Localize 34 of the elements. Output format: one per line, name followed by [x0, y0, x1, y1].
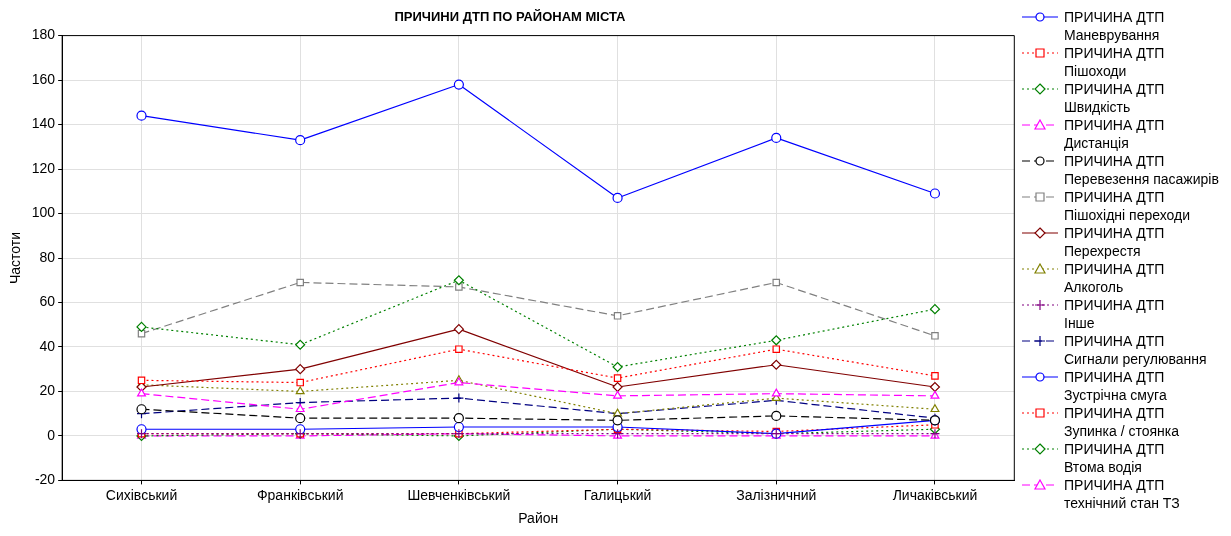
x-tick-label: Залізничний	[736, 486, 817, 503]
legend-label: ПРИЧИНА ДТП Швидкість	[1063, 80, 1166, 116]
legend-label: ПРИЧИНА ДТП технічний стан ТЗ	[1063, 476, 1181, 512]
y-tick-label: 140	[31, 115, 56, 132]
chart-title: ПРИЧИНИ ДТП ПО РАЙОНАМ МІСТА	[394, 9, 627, 25]
x-tick-label: Сихівський	[105, 486, 178, 503]
y-tick-label: 20	[39, 382, 56, 399]
legend-label: ПРИЧИНА ДТП Зупинка / стоянка	[1063, 404, 1181, 440]
legend-label: ПРИЧИНА ДТП Втома водія	[1063, 440, 1166, 476]
legend-label: ПРИЧИНА ДТП Пішоходи	[1063, 44, 1166, 80]
y-tick-label: 120	[31, 159, 56, 176]
legend-label: ПРИЧИНА ДТП Зустрічна смуга	[1063, 368, 1168, 404]
x-tick-label: Франківський	[256, 486, 344, 503]
legend-label: ПРИЧИНА ДТП Перевезення пасажирів	[1063, 152, 1220, 188]
y-tick-label: 0	[47, 426, 56, 443]
legend-label: ПРИЧИНА ДТП Пішохідні переходи	[1063, 188, 1191, 224]
y-tick-label: 40	[39, 337, 56, 354]
y-tick-label: 180	[31, 26, 56, 43]
legend-label: ПРИЧИНА ДТП Перехрестя	[1063, 224, 1166, 260]
x-tick-label: Шевченківський	[407, 486, 511, 503]
y-tick-label: 160	[31, 70, 56, 87]
x-tick-label: Галицький	[583, 486, 652, 503]
y-axis-title: Частоти	[7, 231, 24, 285]
x-tick-label: Личаківський	[892, 486, 978, 503]
legend-label: ПРИЧИНА ДТП Сигнали регулювання	[1063, 332, 1208, 368]
y-tick-label: 80	[39, 248, 56, 265]
y-tick-label: 100	[31, 204, 56, 221]
legend-label: ПРИЧИНА ДТП Інше	[1063, 296, 1166, 332]
y-tick-label: 60	[39, 293, 56, 310]
x-axis-title: Район	[518, 510, 559, 527]
y-tick-label: -20	[34, 471, 56, 488]
legend-label: ПРИЧИНА ДТП Дистанція	[1063, 116, 1166, 152]
legend-label: ПРИЧИНА ДТП Алкоголь	[1063, 260, 1166, 296]
legend-label: ПРИЧИНА ДТП Маневрування	[1063, 8, 1166, 44]
